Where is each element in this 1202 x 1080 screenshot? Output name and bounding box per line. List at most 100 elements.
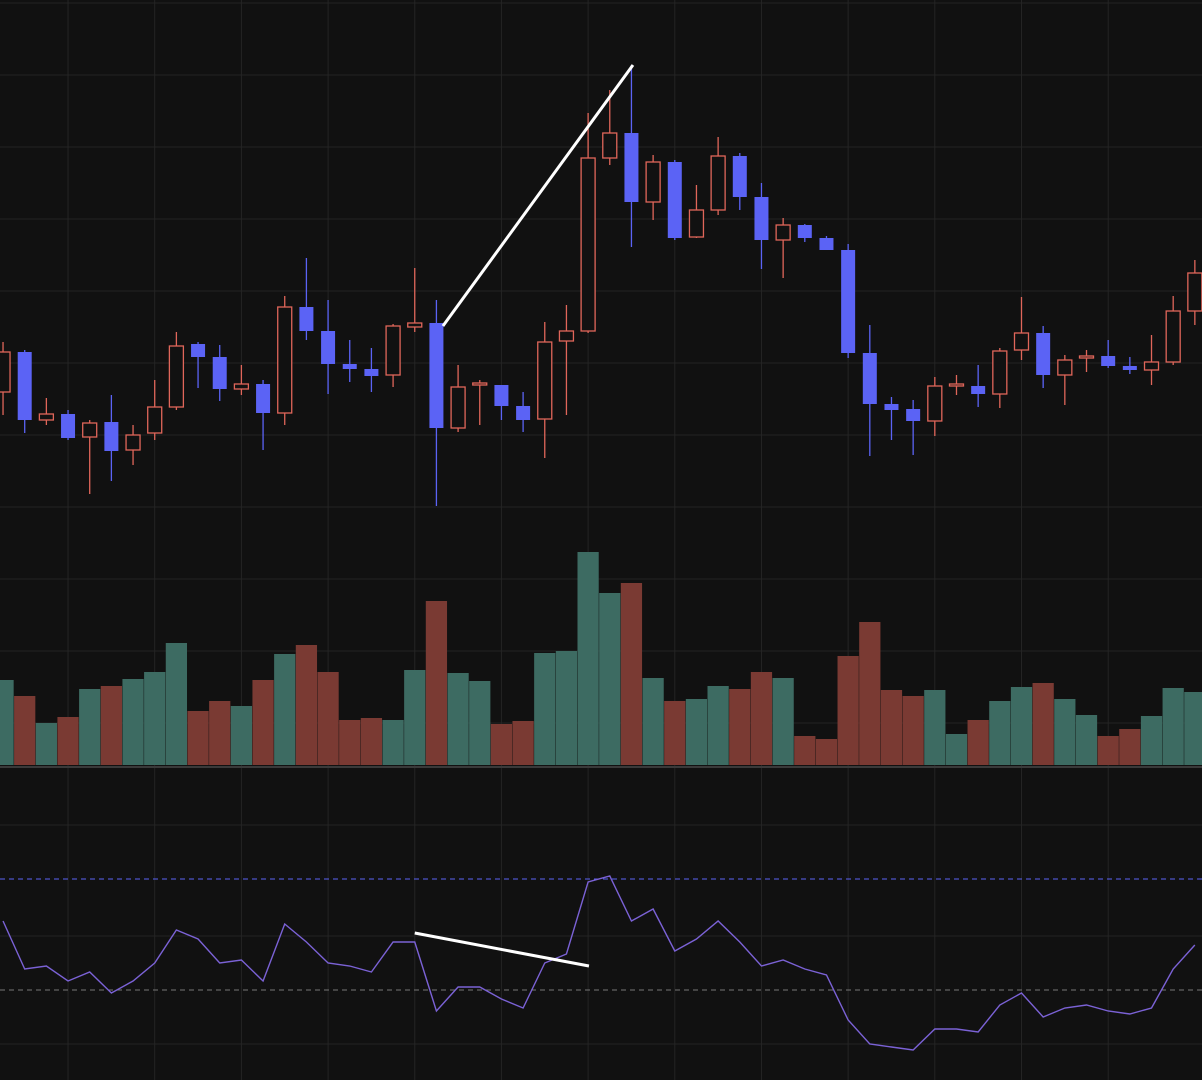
candle-body xyxy=(884,404,899,410)
volume-bar xyxy=(382,720,404,765)
volume-bar xyxy=(1075,715,1098,765)
volume-bar xyxy=(100,686,122,765)
candle-body xyxy=(125,434,141,451)
candle-body xyxy=(645,161,661,203)
candle-body xyxy=(342,364,357,369)
volume-bar xyxy=(57,717,79,765)
candle-body xyxy=(17,352,32,420)
volume-bar xyxy=(0,680,14,765)
volume-bar xyxy=(534,653,556,765)
candle-body xyxy=(233,383,250,390)
candle-body xyxy=(710,155,726,211)
candle-body xyxy=(971,386,986,394)
candle-body xyxy=(537,341,553,420)
volume-bar xyxy=(144,672,166,765)
candle-body xyxy=(364,369,379,376)
volume-bar xyxy=(967,720,989,765)
volume-bar xyxy=(794,736,816,765)
candle-body xyxy=(407,322,423,328)
volume-bar xyxy=(317,672,339,765)
candle-body xyxy=(688,209,705,238)
candle-body xyxy=(819,238,834,250)
candle-body xyxy=(1187,272,1202,312)
candle-body xyxy=(191,344,206,357)
volume-bar xyxy=(252,680,274,765)
volume-bar xyxy=(772,678,794,765)
volume-bar xyxy=(1140,716,1163,765)
volume-bar xyxy=(685,699,708,765)
candle-body xyxy=(1057,359,1073,376)
candle-body xyxy=(775,224,791,241)
volume-bar xyxy=(750,672,773,765)
candle-body xyxy=(321,331,336,364)
volume-bar xyxy=(1162,688,1184,765)
candle-body xyxy=(732,156,747,197)
volume-bar xyxy=(360,718,383,765)
volume-bar xyxy=(274,654,296,765)
candle-body xyxy=(862,353,877,404)
volume-bar xyxy=(945,734,968,765)
volume-bar xyxy=(729,689,751,765)
candle-body xyxy=(494,385,509,406)
volume-bar xyxy=(902,696,924,765)
volume-bar xyxy=(1032,683,1054,765)
volume-bar xyxy=(1184,692,1202,765)
candle-body xyxy=(667,162,682,238)
volume-bar xyxy=(880,690,903,765)
candle-body xyxy=(38,413,55,421)
volume-bar xyxy=(339,720,361,765)
volume-bar xyxy=(447,673,469,765)
candle-body xyxy=(624,133,639,202)
trend-line xyxy=(414,931,590,968)
volume-bar xyxy=(230,706,253,765)
volume-bar xyxy=(122,679,144,765)
volume-bar xyxy=(1054,699,1076,765)
candle-body xyxy=(948,383,965,387)
candle-body xyxy=(277,306,293,414)
candle-body xyxy=(212,357,227,389)
candle-body xyxy=(754,197,769,240)
candle-body xyxy=(147,406,163,434)
trend-line xyxy=(441,64,635,327)
volume-bar xyxy=(14,696,36,765)
candle-body xyxy=(1143,361,1160,371)
candle-body xyxy=(1013,332,1030,351)
candle-body xyxy=(927,385,943,422)
candle-body xyxy=(992,350,1008,395)
volume-bar xyxy=(1010,687,1033,765)
candle-body xyxy=(1078,355,1095,359)
candle-body xyxy=(1036,333,1051,375)
candle-body xyxy=(256,384,271,413)
candle-body xyxy=(1122,366,1137,370)
volume-bar xyxy=(425,601,448,765)
volume-bar xyxy=(295,645,318,765)
candle-body xyxy=(580,157,596,332)
candle-body xyxy=(450,386,466,429)
volume-bar xyxy=(707,686,729,765)
candle-body xyxy=(168,345,185,408)
candle-body xyxy=(429,323,444,428)
candle-body xyxy=(841,250,856,353)
volume-bar xyxy=(859,622,881,765)
volume-bar xyxy=(924,690,946,765)
volume-bar xyxy=(404,670,426,765)
candle-body xyxy=(104,422,119,451)
volume-bar xyxy=(490,724,513,765)
candle-body xyxy=(906,409,921,421)
candle-body xyxy=(472,382,488,386)
volume-bar xyxy=(469,681,491,765)
volume-bar xyxy=(599,593,621,765)
volume-bar xyxy=(209,701,231,765)
volume-bar xyxy=(35,723,57,765)
volume-bar xyxy=(79,689,101,765)
volume-bar xyxy=(1097,736,1119,765)
volume-bar xyxy=(512,721,534,765)
volume-bar xyxy=(555,651,578,765)
volume-bar xyxy=(165,643,188,765)
volume-bar xyxy=(664,701,686,765)
candle-body xyxy=(385,325,401,376)
volume-bar xyxy=(1119,729,1141,765)
